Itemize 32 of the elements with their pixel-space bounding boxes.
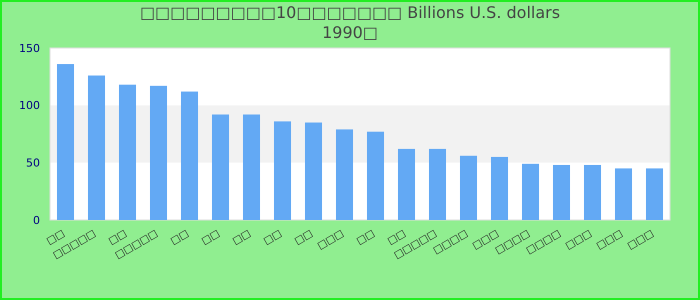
x-tick-label: □□ (354, 228, 377, 248)
y-tick-label: 150 (19, 42, 40, 55)
bar (212, 114, 230, 220)
bar (490, 156, 508, 220)
bar (150, 86, 168, 220)
x-tick-label: □□ (200, 228, 222, 248)
bar (460, 156, 478, 220)
bar (118, 84, 136, 220)
bar (56, 64, 74, 220)
x-tick-label: □□ (230, 228, 253, 248)
bar (584, 164, 602, 220)
bar (304, 122, 322, 220)
bar (646, 168, 664, 220)
bar (614, 168, 632, 220)
bar (428, 148, 446, 220)
bar (336, 129, 354, 220)
y-tick-label: 50 (26, 156, 40, 170)
y-tick-label: 100 (19, 99, 40, 112)
bar (180, 92, 198, 220)
bar (522, 164, 540, 220)
bar (88, 76, 106, 220)
x-tick-label: □□ (292, 228, 315, 248)
y-tick-label: 0 (33, 214, 40, 227)
bar (398, 148, 416, 220)
x-tick-label: □□ (168, 228, 191, 248)
bar (552, 164, 570, 220)
chart-subtitle: 1990□ (322, 23, 378, 42)
chart-title: □□□□□□□□□10□□□□□□□ Billions U.S. dollars (140, 3, 560, 22)
x-tick-label: □□ (262, 228, 284, 248)
bar (242, 114, 260, 220)
bar (366, 132, 384, 220)
bar (274, 121, 292, 220)
